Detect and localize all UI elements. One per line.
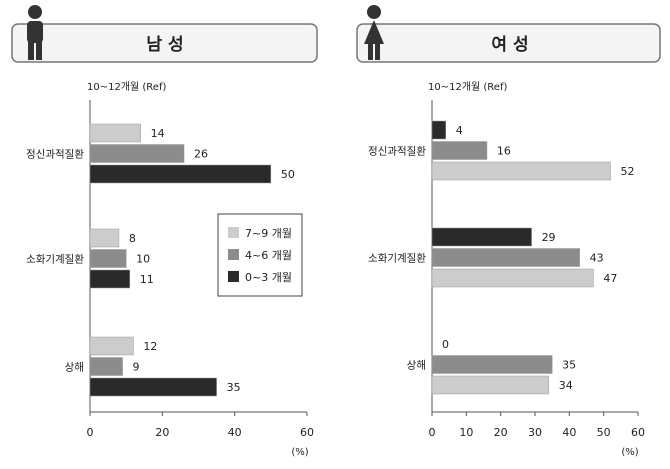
male-bar-value-label: 9 [133, 361, 140, 374]
female-x-tick-label: 30 [528, 426, 542, 439]
female-bar [431, 375, 549, 395]
male-category-label: 소화기계질환 [26, 254, 84, 266]
female-category-label: 정신과적질환 [368, 146, 426, 158]
female-bar [431, 355, 553, 374]
male-figure-icon [27, 5, 43, 60]
male-x-unit: (%) [291, 447, 308, 458]
female-bar-value-label: 16 [497, 145, 511, 158]
legend-swatch-7-9 [228, 227, 239, 238]
male-category-label: 상해 [65, 361, 84, 374]
male-bar [89, 249, 127, 268]
male-subtitle: 10~12개월 (Ref) [87, 81, 166, 93]
male-bar-value-label: 12 [143, 340, 157, 353]
male-title-box [11, 23, 318, 63]
legend-label-4-6: 4~6 개월 [245, 249, 292, 262]
female-bar [431, 248, 580, 267]
female-bar-value-label: 52 [621, 165, 635, 178]
legend-swatch-0-3 [228, 271, 239, 282]
legend: 7~9 개월 4~6 개월 0~3 개월 [217, 213, 303, 297]
female-x-unit: (%) [621, 447, 638, 458]
female-bar-value-label: 43 [590, 252, 604, 265]
female-category-label: 소화기계질환 [368, 253, 426, 265]
female-x-tick-label: 60 [631, 426, 645, 439]
male-bar-value-label: 50 [281, 168, 295, 181]
male-bar [89, 269, 131, 289]
male-header: 남 성 [11, 5, 318, 63]
legend-label-0-3: 0~3 개월 [245, 271, 292, 284]
male-x-tick-label: 0 [87, 426, 94, 439]
legend-label-7-9: 7~9 개월 [245, 227, 292, 240]
male-bar-value-label: 8 [129, 232, 136, 245]
female-header: 여 성 [356, 5, 661, 63]
male-bar-value-label: 11 [140, 273, 154, 286]
female-bar [431, 268, 594, 288]
female-bar-value-label: 29 [542, 231, 556, 244]
female-x-tick-label: 40 [562, 426, 576, 439]
female-x-tick-label: 10 [459, 426, 473, 439]
female-x-tick-label: 0 [429, 426, 436, 439]
male-bar-value-label: 10 [136, 253, 150, 266]
female-bar-value-label: 47 [603, 272, 617, 285]
male-bar-value-label: 35 [227, 381, 241, 394]
male-x-tick-label: 20 [155, 426, 169, 439]
female-subtitle: 10~12개월 (Ref) [428, 81, 507, 93]
male-title: 남 성 [146, 35, 183, 55]
male-bar [89, 144, 185, 163]
male-bar-value-label: 14 [151, 127, 165, 140]
female-x-tick-label: 50 [597, 426, 611, 439]
male-category-label: 정신과적질환 [26, 149, 84, 161]
female-bar-value-label: 4 [456, 124, 463, 137]
male-x-tick-label: 60 [300, 426, 314, 439]
male-x-tick-label: 40 [228, 426, 242, 439]
male-bar [89, 123, 141, 143]
male-bar [89, 377, 217, 397]
female-bar [431, 227, 532, 247]
female-bar-value-label: 34 [559, 379, 573, 392]
male-bar [89, 164, 272, 184]
male-bar-value-label: 26 [194, 148, 208, 161]
male-bar [89, 357, 123, 376]
female-x-tick-label: 20 [494, 426, 508, 439]
female-title-box [356, 23, 661, 63]
female-bar-value-label: 35 [562, 359, 576, 372]
male-bar [89, 228, 120, 248]
female-bar [431, 141, 488, 160]
female-figure-icon [364, 5, 384, 60]
male-bar-chart: 0 20 40 60 (%) 정신과적질환 14 26 50 소화기계질환 810 11 상해 129 35 [26, 100, 314, 458]
female-bar [431, 161, 611, 181]
legend-swatch-4-6 [228, 249, 239, 260]
female-category-label: 상해 [407, 359, 426, 372]
female-bar [431, 120, 446, 140]
male-bar [89, 336, 134, 356]
female-bar-chart: 0 10 20 30 40 50 60 (%) 정신과적질환 4 16 52 소화기계질환 29 43 47 상… [368, 100, 645, 458]
female-bar-value-label: 0 [442, 338, 449, 351]
female-title: 여 성 [491, 35, 528, 55]
